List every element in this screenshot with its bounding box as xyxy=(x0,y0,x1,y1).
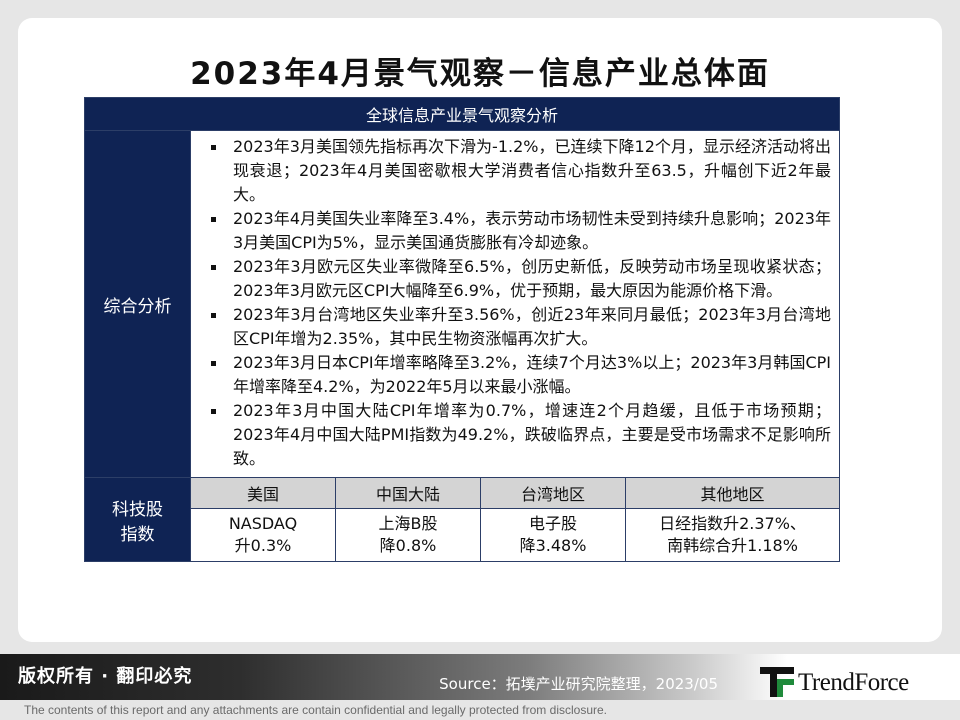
index-change: 升0.3% xyxy=(234,536,292,555)
logo-text: TrendForce xyxy=(798,669,909,696)
bullet-icon xyxy=(211,265,216,270)
index-cell-other: 日经指数升2.37%、 南韩综合升1.18% xyxy=(624,508,841,562)
trendforce-logo-icon xyxy=(760,667,794,697)
analysis-text: 2023年4月美国失业率降至3.4%，表示劳动市场韧性未受到持续升息影响；202… xyxy=(233,209,832,252)
index-change: 南韩综合升1.18% xyxy=(667,536,798,555)
bullet-icon xyxy=(211,217,216,222)
index-name: 日经指数升2.37%、 xyxy=(659,514,806,533)
index-name: 电子股 xyxy=(528,514,577,533)
disclaimer-text: The contents of this report and any atta… xyxy=(24,703,607,717)
tech-label-line2: 指数 xyxy=(120,524,155,545)
bullet-icon xyxy=(211,145,216,150)
region-header-taiwan: 台湾地区 xyxy=(480,477,626,509)
bullet-icon xyxy=(211,361,216,366)
tech-stock-row-label: 科技股 指数 xyxy=(84,477,191,562)
footer-bar xyxy=(0,654,960,700)
list-item: 2023年3月美国领先指标再次下滑为-1.2%，已连续下降12个月，显示经济活动… xyxy=(199,135,831,207)
list-item: 2023年3月欧元区失业率微降至6.5%，创历史新低，反映劳动市场呈现收紧状态；… xyxy=(199,255,831,303)
index-cell-us: NASDAQ 升0.3% xyxy=(190,508,336,562)
analysis-table: 全球信息产业景气观察分析 综合分析 2023年3月美国领先指标再次下滑为-1.2… xyxy=(83,97,841,562)
analysis-content: 2023年3月美国领先指标再次下滑为-1.2%，已连续下降12个月，显示经济活动… xyxy=(189,130,841,478)
region-header-us: 美国 xyxy=(190,477,336,509)
bullet-icon xyxy=(211,313,216,318)
analysis-text: 2023年3月中国大陆CPI年增率为0.7%，增速连2个月趋缓，且低于市场预期；… xyxy=(233,401,832,468)
analysis-text: 2023年3月美国领先指标再次下滑为-1.2%，已连续下降12个月，显示经济活动… xyxy=(233,137,832,204)
index-change: 降3.48% xyxy=(519,536,587,555)
bullet-icon xyxy=(211,409,216,414)
list-item: 2023年3月中国大陆CPI年增率为0.7%，增速连2个月趋缓，且低于市场预期；… xyxy=(199,399,831,471)
index-change: 降0.8% xyxy=(379,536,437,555)
index-cell-china: 上海B股 降0.8% xyxy=(335,508,481,562)
list-item: 2023年3月台湾地区失业率升至3.56%，创近23年来同月最低；2023年3月… xyxy=(199,303,831,351)
index-cell-taiwan: 电子股 降3.48% xyxy=(480,508,626,562)
analysis-text: 2023年3月欧元区失业率微降至6.5%，创历史新低，反映劳动市场呈现收紧状态；… xyxy=(233,257,832,300)
page-title: 2023年4月景气观察－信息产业总体面 xyxy=(190,56,770,92)
table-header: 全球信息产业景气观察分析 xyxy=(83,97,841,131)
list-item: 2023年4月美国失业率降至3.4%，表示劳动市场韧性未受到持续升息影响；202… xyxy=(199,207,831,255)
region-header-china: 中国大陆 xyxy=(335,477,481,509)
list-item: 2023年3月日本CPI年增率略降至3.2%，连续7个月达3%以上；2023年3… xyxy=(199,351,831,399)
analysis-text: 2023年3月日本CPI年增率略降至3.2%，连续7个月达3%以上；2023年3… xyxy=(233,353,832,396)
region-header-other: 其他地区 xyxy=(624,477,841,509)
index-name: 上海B股 xyxy=(378,514,438,533)
tech-label-line1: 科技股 xyxy=(112,499,163,520)
analysis-text: 2023年3月台湾地区失业率升至3.56%，创近23年来同月最低；2023年3月… xyxy=(233,305,832,348)
index-name: NASDAQ xyxy=(228,514,298,533)
source-note: Source：拓墣产业研究院整理，2023/05 xyxy=(439,675,718,693)
copyright-notice: 版权所有 · 翻印必究 xyxy=(18,666,193,687)
analysis-row-label: 综合分析 xyxy=(84,130,191,478)
